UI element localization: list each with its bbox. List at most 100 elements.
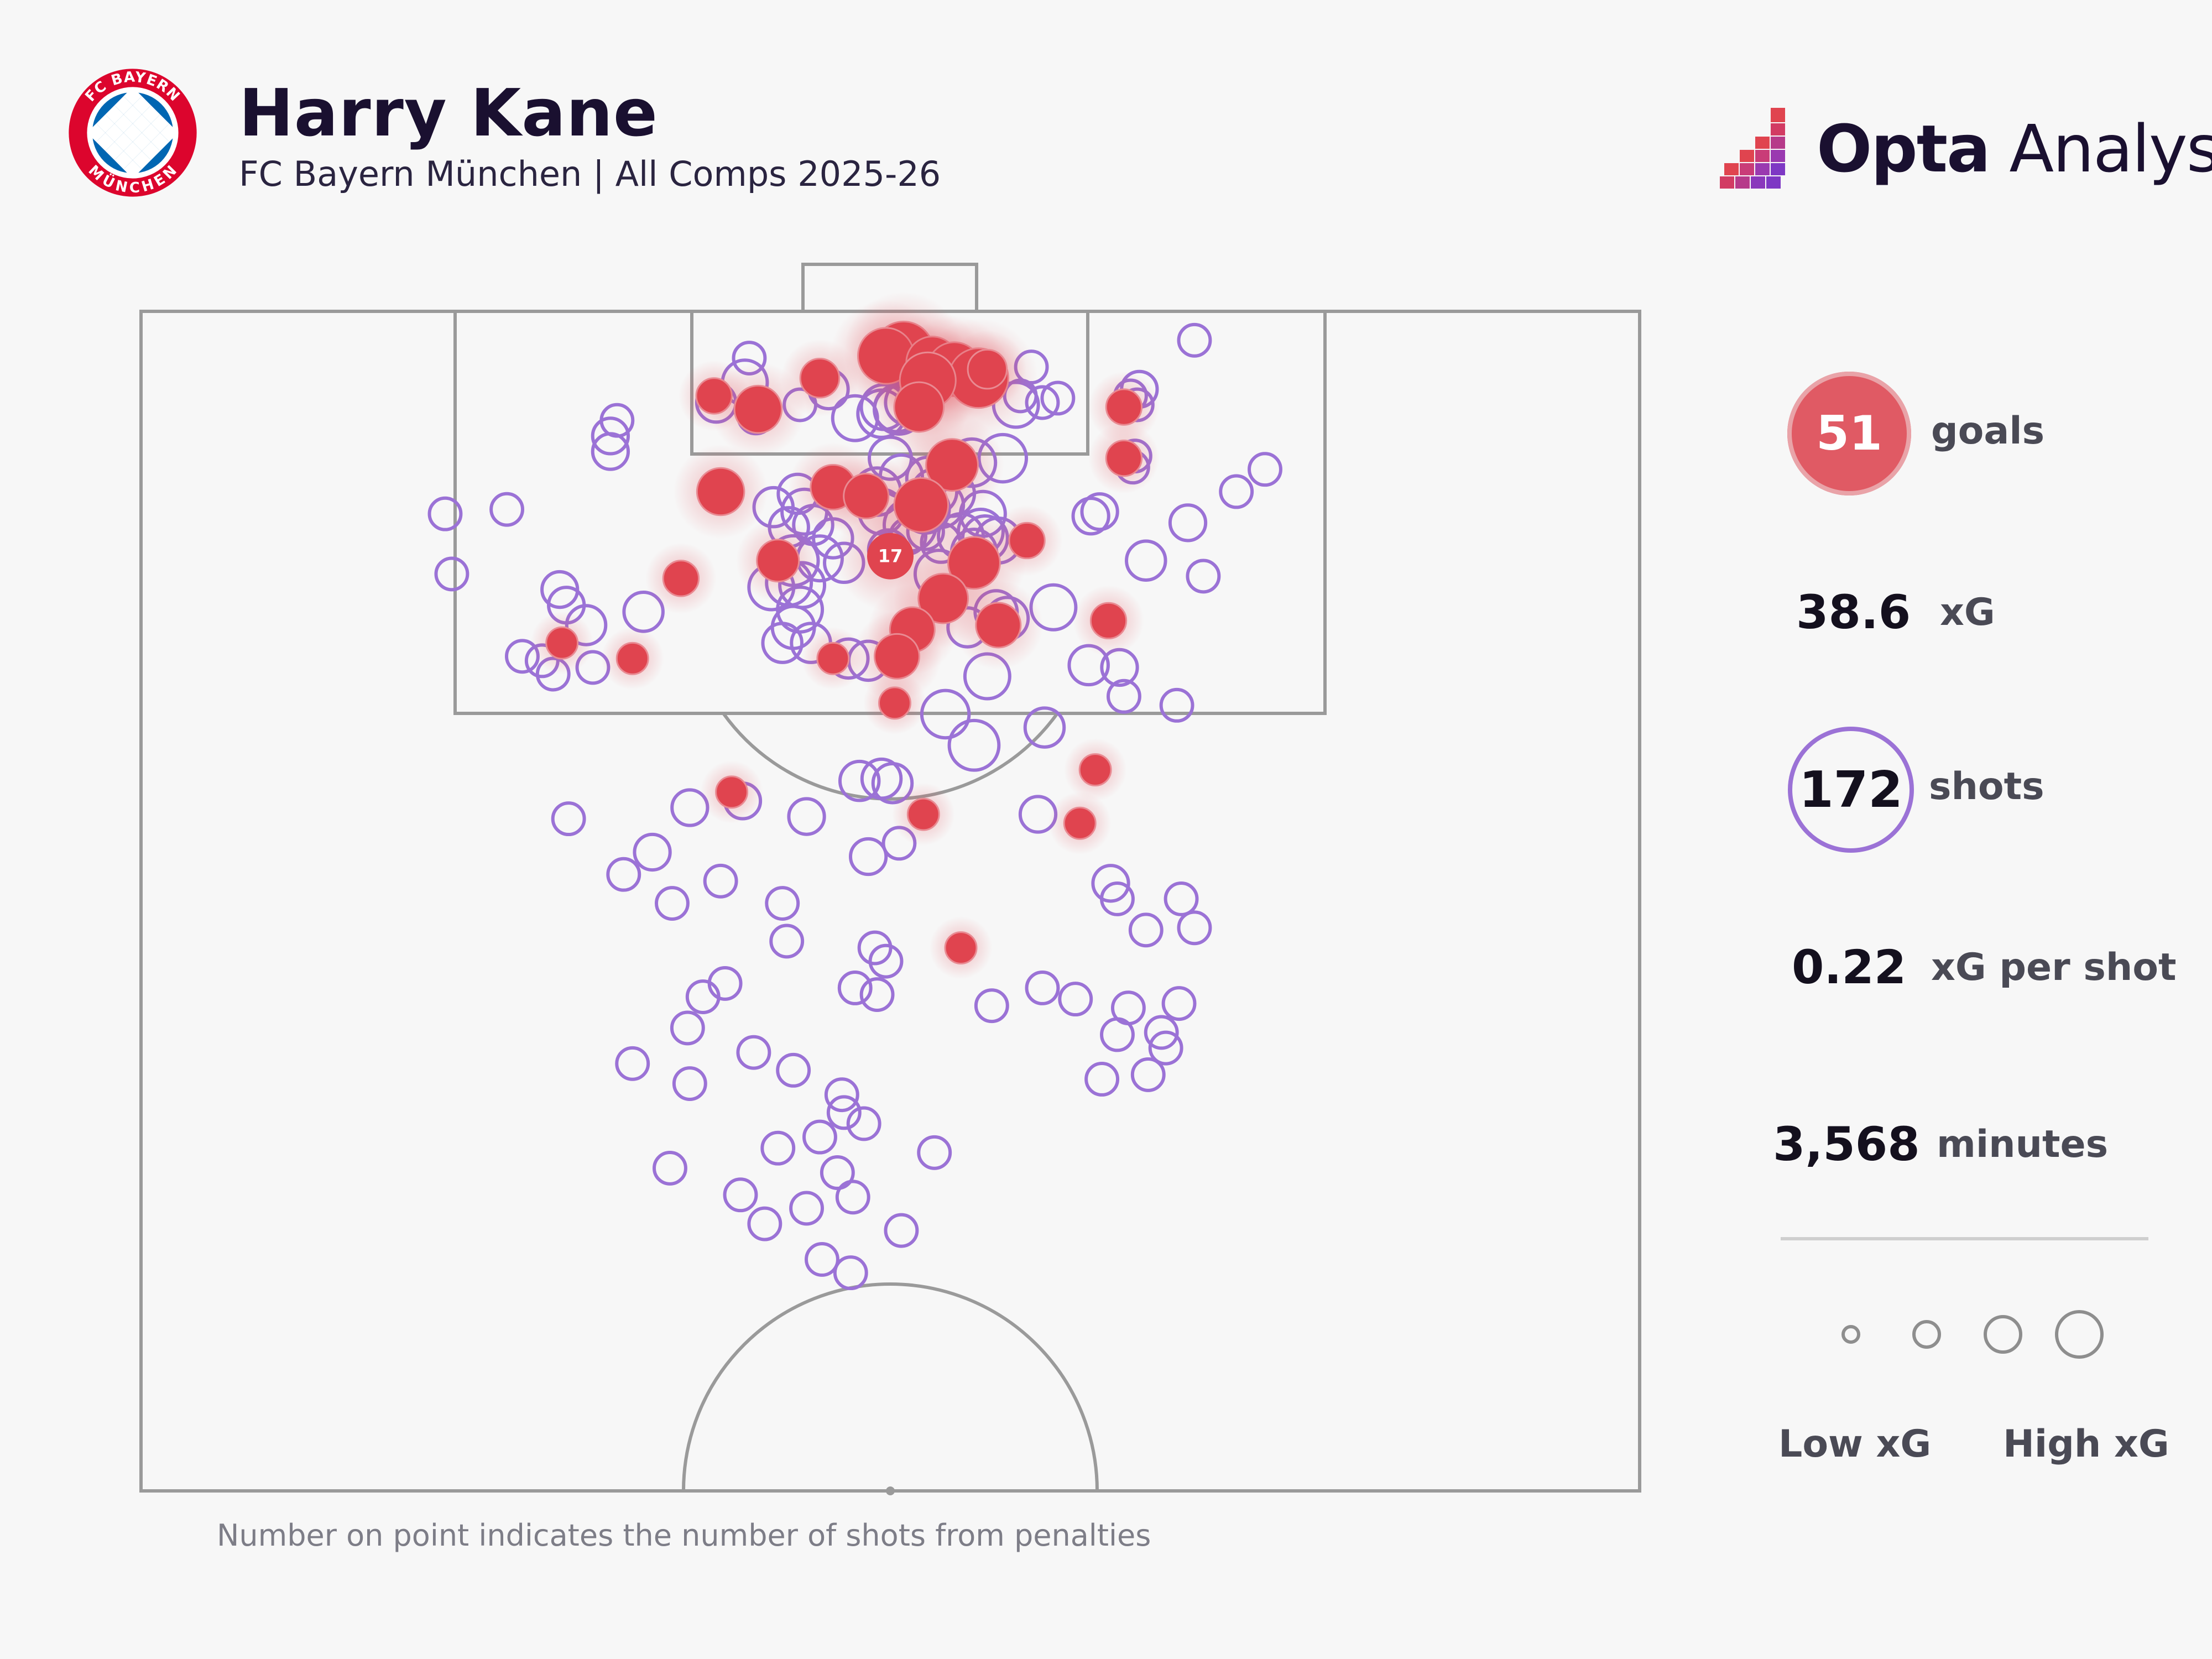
xg-size-legend xyxy=(1841,1310,2104,1359)
goal-marker xyxy=(967,348,1008,390)
crest-lozenge xyxy=(133,114,152,133)
shot-marker xyxy=(427,496,463,531)
goal-marker xyxy=(944,931,978,964)
shot-marker xyxy=(1100,1017,1135,1052)
goal-marker xyxy=(878,686,911,720)
shot-marker xyxy=(1071,497,1110,536)
shot-marker xyxy=(707,966,743,1001)
subtitle: FC Bayern München | All Comps 2025-26 xyxy=(239,154,941,194)
goal-marker xyxy=(1105,388,1143,426)
shot-marker xyxy=(1219,474,1254,509)
goal-marker xyxy=(545,626,579,660)
shot-marker xyxy=(747,1206,782,1241)
shot-marker xyxy=(1106,679,1141,714)
header: FC BAYERN MÜNCHEN Harry Kane FC Bayern M… xyxy=(0,0,2212,221)
shot-marker xyxy=(947,718,1001,772)
shot-marker xyxy=(846,1106,881,1141)
shot-marker xyxy=(833,1255,868,1291)
shot-marker xyxy=(761,622,804,664)
shot-marker xyxy=(917,1135,952,1170)
shot-marker xyxy=(434,556,469,592)
brand-name: Opta Analyst xyxy=(1817,111,2212,187)
shot-marker xyxy=(1144,1015,1179,1050)
crest-lozenge xyxy=(105,123,124,142)
bayern-munich-crest-icon: FC BAYERN MÜNCHEN xyxy=(69,69,197,197)
goal-marker xyxy=(1089,602,1128,640)
centre-spot xyxy=(886,1486,895,1495)
shot-marker xyxy=(633,832,672,872)
crest-lozenge xyxy=(123,142,142,160)
shot-marker xyxy=(1023,706,1066,749)
shot-marker xyxy=(871,761,914,805)
crest-lozenge xyxy=(114,151,133,170)
crest-lozenge xyxy=(151,133,170,152)
crest-lozenge xyxy=(87,123,106,142)
crest-lozenge xyxy=(151,114,170,133)
shot-marker xyxy=(551,801,586,837)
goal-marker xyxy=(615,641,649,675)
penalty-shot-count: 17 xyxy=(878,546,903,567)
shot-marker xyxy=(703,863,738,899)
shot-marker xyxy=(838,759,881,802)
penalty-arc xyxy=(722,712,1059,801)
shot-marker xyxy=(820,1155,855,1190)
shot-marker xyxy=(606,857,641,892)
shot-marker xyxy=(736,1035,771,1070)
legend-size-circle xyxy=(1912,1320,1941,1349)
shot-marker xyxy=(789,1191,825,1226)
shot-marker xyxy=(1168,503,1208,542)
goal-marker xyxy=(906,797,940,831)
crest-lozenge xyxy=(123,160,142,179)
shot-marker xyxy=(884,1213,919,1248)
crest-lozenge xyxy=(96,114,114,133)
shot-marker xyxy=(1100,881,1135,916)
shot-marker xyxy=(1177,910,1212,946)
shot-marker xyxy=(1040,380,1076,416)
crest-lozenge xyxy=(133,133,152,152)
shot-marker xyxy=(655,886,690,921)
crest-lozenge xyxy=(123,87,142,106)
pitch-lines xyxy=(139,263,1641,1495)
shot-marker xyxy=(1177,322,1212,358)
crest-lozenge xyxy=(114,114,133,133)
goal-marker xyxy=(1105,439,1143,477)
goal-marker xyxy=(696,467,745,517)
shot-marker xyxy=(760,1130,796,1166)
penalty-layer: 17 xyxy=(835,500,946,612)
brand-name-light: Analyst xyxy=(2009,111,2212,187)
shot-marker xyxy=(670,1010,705,1046)
crest-lozenge xyxy=(114,133,133,152)
shot-marker xyxy=(1186,559,1221,594)
shot-marker xyxy=(776,1052,811,1088)
shot-marker xyxy=(1248,452,1282,487)
shot-marker xyxy=(826,1095,862,1130)
shot-marker xyxy=(849,837,888,877)
shot-marker xyxy=(1130,1057,1166,1092)
opta-analyst-logo-icon xyxy=(1720,108,1785,189)
shot-marker xyxy=(1025,971,1060,1005)
crest-lozenge xyxy=(105,142,124,160)
shot-marker xyxy=(859,977,895,1012)
brand-name-bold: Opta xyxy=(1817,111,1991,187)
shot-marker xyxy=(1058,982,1093,1017)
shot-marker xyxy=(653,1150,687,1186)
shot-marker xyxy=(1125,539,1167,582)
goal-marker xyxy=(733,384,783,434)
footnote: Number on point indicates the number of … xyxy=(217,1518,1151,1553)
crest-lozenge xyxy=(133,151,152,170)
penalty-marker xyxy=(867,533,914,580)
crest-lozenge xyxy=(123,105,142,124)
crest-lozenge xyxy=(142,142,160,160)
shot-marker xyxy=(1084,1062,1120,1097)
goal-marker xyxy=(715,775,749,809)
shot-marker xyxy=(837,971,873,1005)
shot-marker xyxy=(591,432,630,471)
shot-marker xyxy=(974,988,1009,1024)
goals-layer xyxy=(530,291,1160,979)
shot-marker xyxy=(591,416,630,456)
shot-marker xyxy=(835,1180,870,1215)
shot-marker xyxy=(805,1242,839,1277)
goal-marker xyxy=(975,602,1022,649)
shot-marker xyxy=(1164,881,1199,916)
